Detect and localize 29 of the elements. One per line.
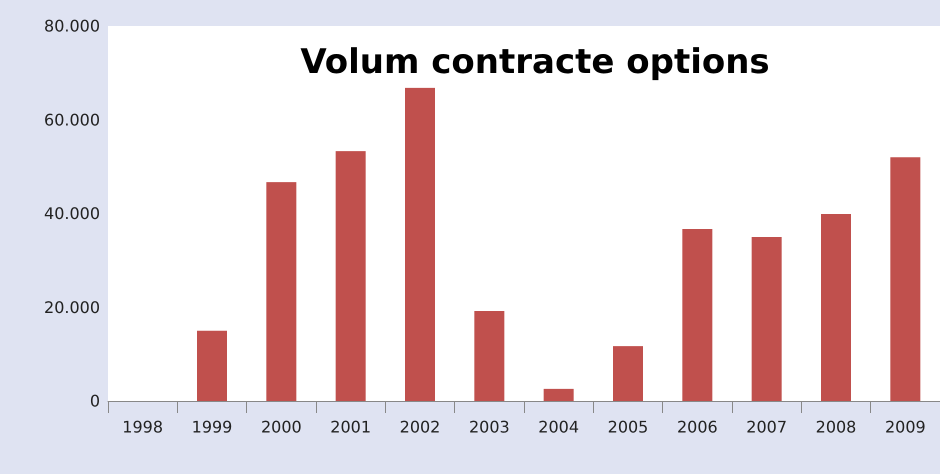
y-tick-label: 80.000 (44, 16, 100, 36)
bar (752, 236, 782, 401)
x-tick-label: 2008 (816, 418, 856, 436)
bar (336, 151, 366, 401)
bar (197, 330, 227, 401)
x-tick-label: 2006 (676, 418, 718, 436)
bar (682, 228, 712, 401)
y-tick-label: 0 (90, 392, 100, 410)
bar (405, 88, 435, 401)
x-tick-label: 2005 (608, 418, 648, 436)
x-tick-label: 2000 (260, 418, 302, 436)
x-tick-label: 2001 (330, 418, 372, 436)
y-tick-label: 20.000 (44, 298, 100, 317)
bar (821, 214, 851, 401)
bar (890, 157, 920, 401)
x-tick-label: 1998 (122, 418, 164, 436)
x-tick-label: 2004 (538, 418, 580, 436)
y-tick-label: 40.000 (44, 204, 100, 223)
bar (613, 346, 643, 401)
bar (266, 182, 296, 401)
x-tick-label: 1999 (192, 418, 232, 436)
x-tick-label: 2007 (746, 418, 788, 436)
bar (544, 388, 574, 401)
x-tick-label: 2002 (400, 418, 440, 436)
bar (474, 311, 504, 401)
text: Volum contracte options (300, 42, 770, 82)
x-tick-label: 2003 (468, 418, 510, 436)
x-tick-label: 2009 (884, 418, 926, 436)
y-tick-label: 60.000 (44, 110, 100, 130)
